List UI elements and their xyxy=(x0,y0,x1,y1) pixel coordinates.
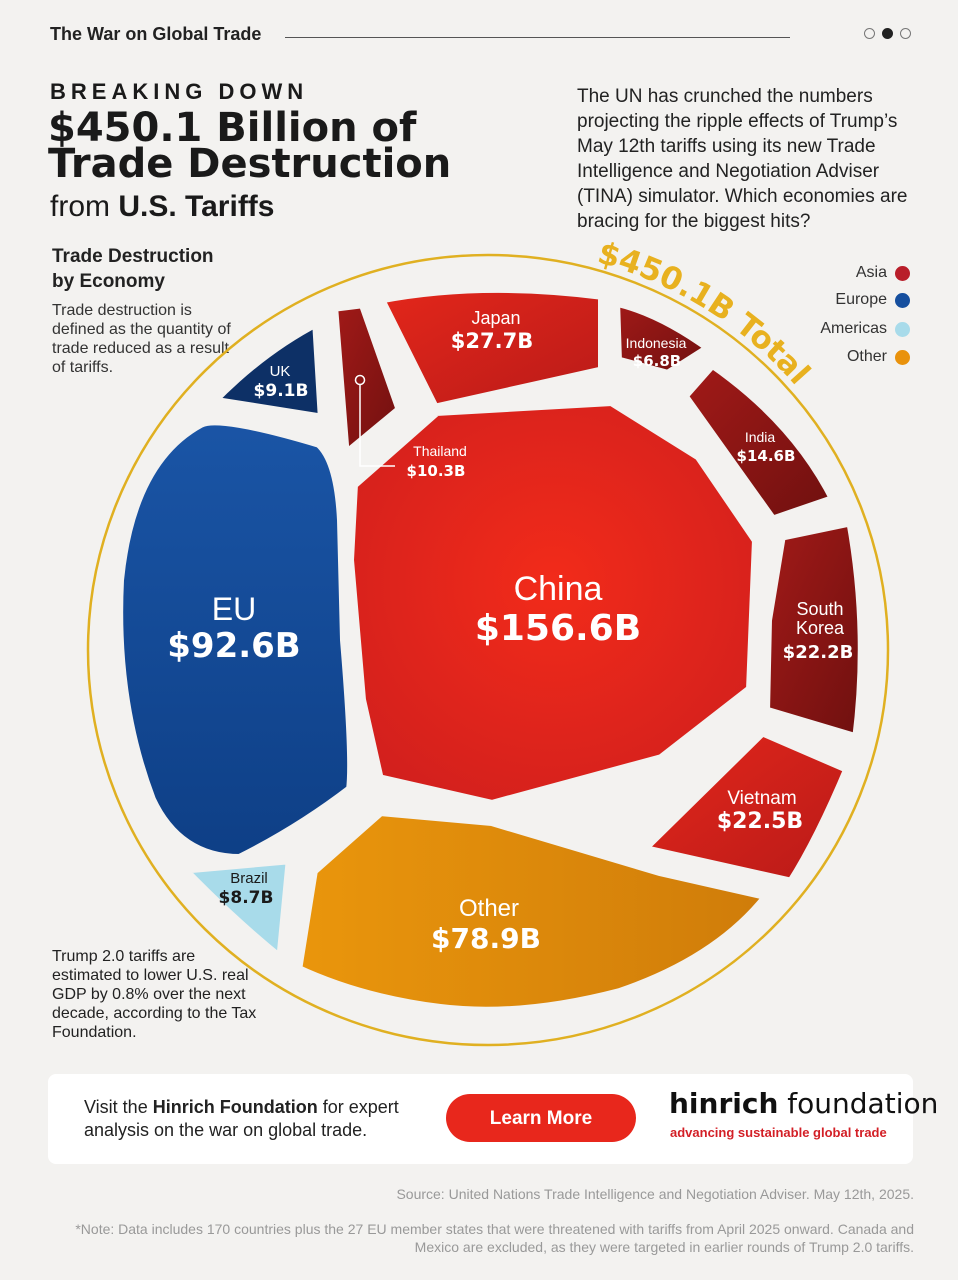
cell-name-vietnam: Vietnam xyxy=(727,788,796,809)
cell-value-uk: $9.1B xyxy=(254,381,309,401)
series-title: The War on Global Trade xyxy=(50,24,262,44)
legend-item-asia: Asia xyxy=(856,264,910,282)
cell-value-other: $78.9B xyxy=(431,922,541,955)
pager-dot-2-active[interactable] xyxy=(882,28,893,39)
gdp-note: Trump 2.0 tariffs are estimated to lower… xyxy=(52,948,257,1041)
subhead-bold: U.S. Tariffs xyxy=(118,190,275,223)
cell-value-thailand: $10.3B xyxy=(407,462,466,480)
brand-logo[interactable]: hinrich foundation xyxy=(669,1087,938,1120)
cell-south-korea xyxy=(758,514,870,746)
subhead: from U.S. Tariffs xyxy=(50,190,274,224)
legend-swatch-icon xyxy=(895,265,910,281)
pager-dot-1[interactable] xyxy=(864,28,875,39)
cta-text-bold: Hinrich Foundation xyxy=(152,1097,318,1117)
cell-value-china: $156.6B xyxy=(475,608,641,649)
cell-value-brazil: $8.7B xyxy=(219,888,274,908)
learn-more-button[interactable]: Learn More xyxy=(446,1094,636,1142)
cell-brazil xyxy=(174,852,298,968)
cell-name-other: Other xyxy=(459,895,519,922)
legend-title-line-2: by Economy xyxy=(52,271,165,292)
total-ring xyxy=(86,253,890,1047)
cell-value-south-korea: $22.2B xyxy=(783,642,854,663)
legend-item-americas: Americas xyxy=(820,320,910,338)
cell-value-indonesia: $6.8B xyxy=(633,352,681,370)
intro-text: The UN has crunched the numbers projecti… xyxy=(577,86,908,232)
cell-japan xyxy=(372,280,610,416)
cell-value-vietnam: $22.5B xyxy=(717,809,803,834)
subhead-prefix: from xyxy=(50,190,119,223)
thailand-leader-dot xyxy=(354,374,366,386)
footnote: *Note: Data includes 170 countries plus … xyxy=(75,1221,914,1255)
pager-dot-3[interactable] xyxy=(900,28,911,39)
cell-uk xyxy=(204,314,330,426)
cell-name-china: China xyxy=(514,570,603,608)
cell-value-eu: $92.6B xyxy=(167,626,300,666)
kicker: BREAKING DOWN xyxy=(50,79,309,104)
cta-text-suffix: for expert analysis on the war on global… xyxy=(84,1097,399,1140)
source-note: Source: United Nations Trade Intelligenc… xyxy=(396,1186,914,1202)
cell-name-india: India xyxy=(745,429,776,445)
cell-other xyxy=(290,804,776,1019)
cta-text: Visit the Hinrich Foundation for expert … xyxy=(84,1096,434,1142)
cell-eu xyxy=(111,413,360,866)
header-divider xyxy=(285,37,790,38)
legend-swatch-icon xyxy=(895,321,910,337)
cell-name-thailand: Thailand xyxy=(413,443,467,459)
cell-value-india: $14.6B xyxy=(737,447,796,465)
cell-name-japan: Japan xyxy=(471,308,520,328)
cell-china xyxy=(342,394,764,812)
brand-name-rest: foundation xyxy=(778,1087,939,1120)
headline-line-1: $450.1 Billion of xyxy=(48,105,417,151)
cell-name-eu: EU xyxy=(212,591,256,627)
cell-vietnam xyxy=(634,724,856,890)
legend-label: Europe xyxy=(835,291,887,308)
cell-indonesia xyxy=(608,294,718,382)
legend-definition: Trade destruction is defined as the quan… xyxy=(52,302,231,376)
legend-item-europe: Europe xyxy=(835,291,910,309)
legend-swatch-icon xyxy=(895,292,910,308)
cell-thailand xyxy=(326,296,408,464)
legend-item-other: Other xyxy=(847,348,910,366)
cell-name-south-korea-line-1: South xyxy=(796,599,843,619)
page-title: $450.1 Billion of Trade Destruction xyxy=(48,105,452,187)
cell-name-brazil: Brazil xyxy=(230,870,268,887)
cell-india xyxy=(676,356,842,528)
legend-title: Trade Destruction by Economy xyxy=(52,244,214,294)
cell-name-south-korea-line-2: Korea xyxy=(796,618,845,638)
headline-line-2: Trade Destruction xyxy=(48,141,452,187)
thailand-leader-line xyxy=(359,384,395,467)
legend-label: Other xyxy=(846,348,887,365)
legend-label: Americas xyxy=(820,320,887,337)
cell-name-indonesia: Indonesia xyxy=(626,335,687,351)
cta-text-prefix: Visit the xyxy=(84,1097,153,1117)
legend-title-line-1: Trade Destruction xyxy=(52,246,214,267)
legend-label: Asia xyxy=(855,264,887,281)
cell-name-uk: UK xyxy=(270,363,291,380)
brand-name-bold: hinrich xyxy=(669,1087,779,1120)
cell-value-japan: $27.7B xyxy=(451,329,533,353)
brand-tagline: advancing sustainable global trade xyxy=(670,1125,887,1140)
legend-swatch-icon xyxy=(895,349,910,365)
